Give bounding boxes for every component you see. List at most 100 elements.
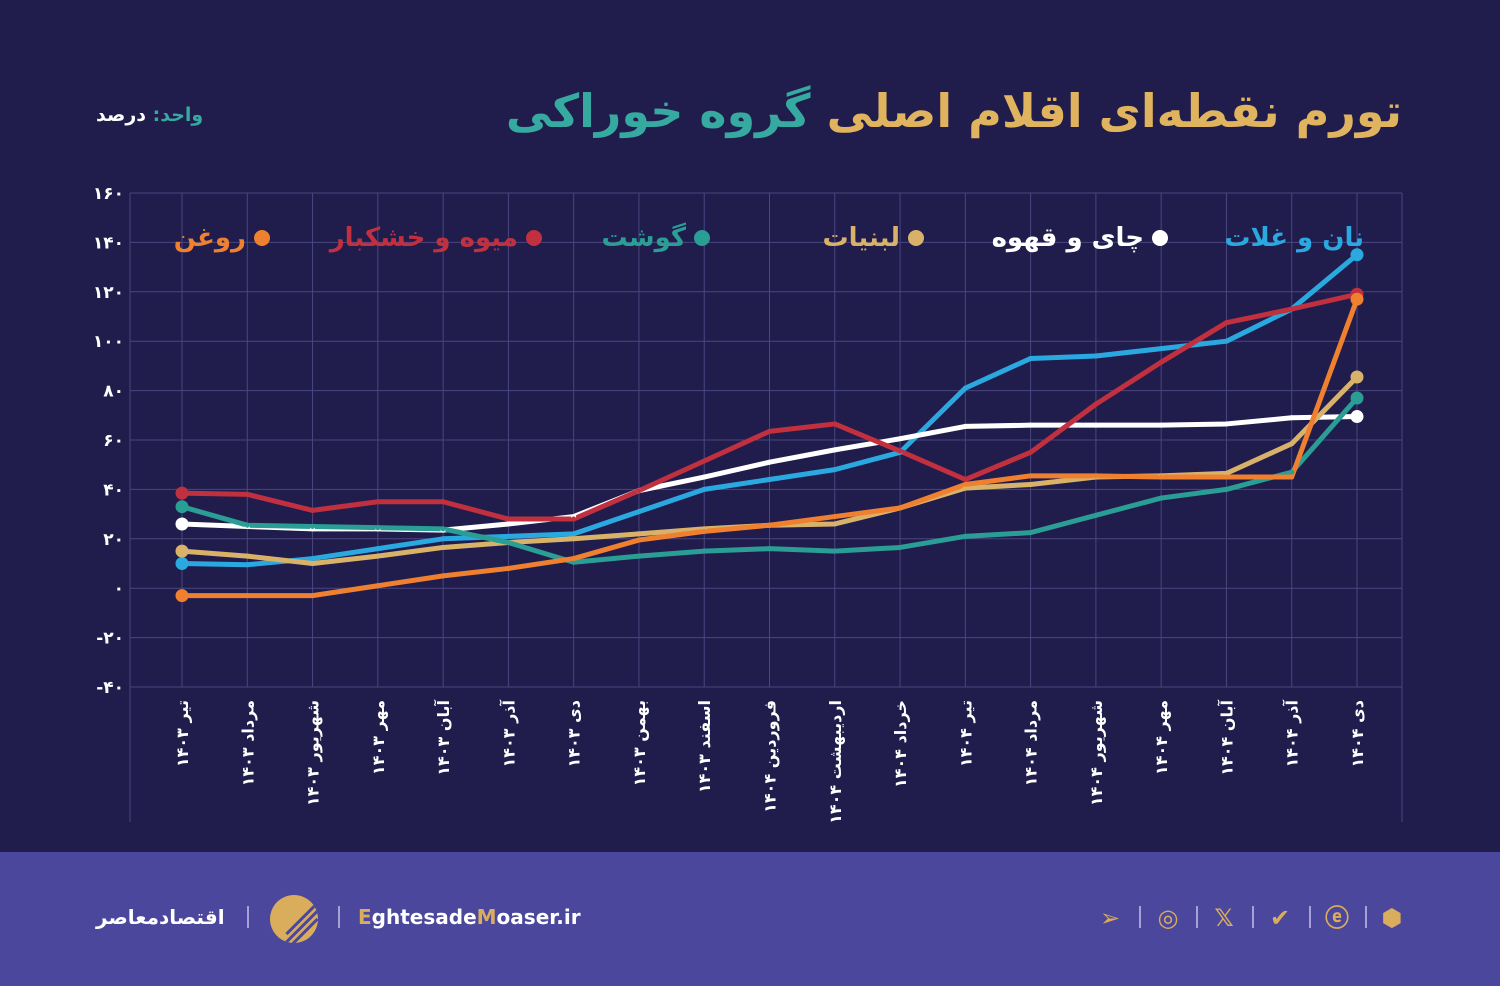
x-tick-label: مهر ۱۴۰۴ xyxy=(1152,700,1171,775)
data-point xyxy=(1350,370,1364,384)
data-point xyxy=(1093,512,1099,518)
data-point xyxy=(1158,474,1164,480)
legend-label: لبنیات xyxy=(823,223,901,253)
divider xyxy=(247,906,249,928)
data-point xyxy=(636,537,642,543)
legend-label: نان و غلات xyxy=(1224,223,1364,253)
y-tick-label: ۲۰ xyxy=(103,530,124,550)
x-tick-label: آذر ۱۴۰۴ xyxy=(1282,699,1302,767)
shield-check-icon[interactable]: ✔ xyxy=(1269,904,1291,932)
data-point xyxy=(962,385,968,391)
data-point xyxy=(701,458,707,464)
data-point xyxy=(1028,422,1034,428)
data-point xyxy=(1093,422,1099,428)
data-point xyxy=(767,477,772,483)
hexagon-icon[interactable]: ⬢ xyxy=(1381,904,1403,932)
legend-marker xyxy=(1152,230,1168,246)
instagram-icon[interactable]: ◎ xyxy=(1157,904,1179,932)
data-point xyxy=(1093,473,1099,479)
x-tick-label: شهریور ۱۴۰۳ xyxy=(304,700,323,806)
y-tick-label: ۱۲۰ xyxy=(93,283,124,303)
data-point xyxy=(1350,292,1364,306)
data-point xyxy=(636,509,642,515)
data-point xyxy=(897,544,903,550)
unit-label: واحد: درصد xyxy=(96,104,203,126)
legend-marker xyxy=(694,230,710,246)
data-point xyxy=(897,505,903,511)
data-point xyxy=(571,556,577,562)
data-point xyxy=(1350,410,1364,424)
divider xyxy=(1196,906,1198,928)
x-tick-label: آبان ۱۴۰۴ xyxy=(1216,699,1236,775)
x-tick-label: دی ۱۴۰۳ xyxy=(565,700,584,768)
divider xyxy=(1139,906,1141,928)
x-tick-label: آذر ۱۴۰۳ xyxy=(498,699,518,767)
x-tick-label: مرداد ۱۴۰۴ xyxy=(1022,700,1041,786)
data-point xyxy=(1223,470,1229,476)
legend-marker xyxy=(908,230,924,246)
data-point xyxy=(375,525,381,531)
data-point xyxy=(1289,469,1295,475)
data-point xyxy=(1223,486,1229,492)
data-point xyxy=(505,540,511,546)
data-point xyxy=(1028,530,1034,536)
data-point xyxy=(767,459,772,465)
legend-marker xyxy=(254,230,270,246)
legend-label: چای و قهوه xyxy=(992,223,1144,253)
data-point xyxy=(571,531,577,537)
data-point xyxy=(1158,359,1164,365)
divider xyxy=(338,906,340,928)
data-point xyxy=(1028,473,1034,479)
x-tick-label: بهمن ۱۴۰۳ xyxy=(630,700,649,786)
divider xyxy=(1309,906,1311,928)
data-point xyxy=(701,474,707,480)
unit-value: درصد xyxy=(96,104,147,126)
data-point xyxy=(571,516,577,522)
data-point xyxy=(244,491,250,497)
data-point xyxy=(440,573,446,579)
data-point xyxy=(244,562,250,568)
data-point xyxy=(962,481,968,487)
legend-label: گوشت xyxy=(601,222,686,253)
data-point xyxy=(1350,248,1364,262)
data-point xyxy=(375,583,381,589)
data-point xyxy=(1223,421,1229,427)
data-point xyxy=(175,500,189,514)
data-point xyxy=(505,516,511,522)
telegram-icon[interactable]: ➢ xyxy=(1099,904,1121,932)
x-icon[interactable]: 𝕏 xyxy=(1214,904,1234,932)
data-point xyxy=(832,521,838,527)
data-point xyxy=(175,557,189,570)
website-link[interactable]: EghtesadeMoaser.ir xyxy=(358,905,581,929)
data-point xyxy=(897,448,903,454)
site-end: oaser.ir xyxy=(496,905,581,929)
data-point xyxy=(310,561,316,566)
y-tick-label: ۰ xyxy=(114,579,124,599)
data-point xyxy=(1028,355,1034,361)
data-point xyxy=(1223,320,1229,326)
data-point xyxy=(505,521,511,527)
data-point xyxy=(1289,441,1295,447)
data-point xyxy=(1350,391,1364,405)
unit-key: واحد: xyxy=(152,104,204,126)
data-point xyxy=(175,544,189,558)
title-part-2: گروه خوراکی xyxy=(505,84,812,138)
data-point xyxy=(1158,422,1164,428)
x-tick-label: دی ۱۴۰۴ xyxy=(1348,700,1367,768)
x-tick-label: تیر ۱۴۰۳ xyxy=(173,700,192,767)
y-tick-label: ۶۰ xyxy=(103,431,124,451)
data-point xyxy=(832,514,838,520)
data-point xyxy=(962,533,968,539)
data-point xyxy=(1093,401,1099,407)
e-logo-icon[interactable]: ⓔ xyxy=(1325,904,1349,932)
x-tick-label: اسفند ۱۴۰۳ xyxy=(695,700,714,793)
x-tick-label: مرداد ۱۴۰۳ xyxy=(238,700,257,786)
data-point xyxy=(701,548,707,554)
data-point xyxy=(1289,474,1295,480)
data-point xyxy=(1289,306,1295,312)
data-point xyxy=(832,548,838,554)
chart-title: تورم نقطه‌ای اقلام اصلی گروه خوراکی xyxy=(505,84,1403,138)
site-mid: ghtesade xyxy=(371,905,477,929)
x-tick-label: مهر ۱۴۰۳ xyxy=(369,700,388,775)
y-tick-label: -۲۰ xyxy=(96,629,124,649)
